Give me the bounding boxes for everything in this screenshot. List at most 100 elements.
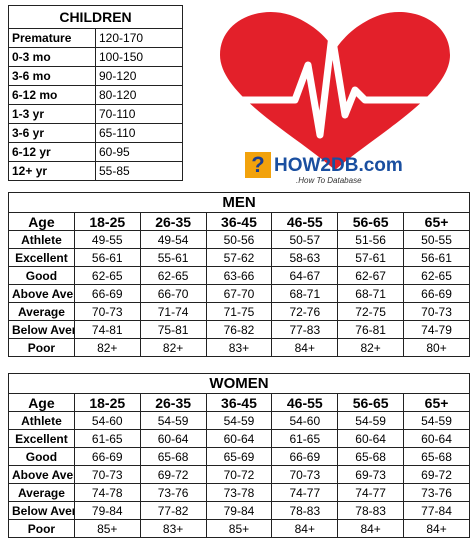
heart-rate: 66-69 xyxy=(73,284,141,303)
heart-rate: 56-61 xyxy=(403,248,470,267)
heart-rate: 63-66 xyxy=(205,266,273,285)
heart-rate: 84+ xyxy=(403,519,470,538)
row: 1-3 yr 70-110 xyxy=(8,104,183,124)
logo-name: HOW2DB.com xyxy=(274,155,403,176)
row-label: Average xyxy=(8,302,75,321)
row: 3-6 yr 65-110 xyxy=(8,123,183,143)
heart-rate: 77-82 xyxy=(139,501,207,520)
heart-rate: 65-68 xyxy=(337,447,405,466)
age-group: 26-35 xyxy=(139,212,207,231)
heart-rate: 74-77 xyxy=(337,483,405,502)
header-label: Age xyxy=(8,212,75,231)
heart-rate: 60-64 xyxy=(403,429,470,448)
heart-rate: 62-65 xyxy=(403,266,470,285)
heart-rate: 60-64 xyxy=(139,429,207,448)
heart-rate: 84+ xyxy=(271,519,339,538)
row-label: Below Average xyxy=(8,320,75,339)
heart-rate: 74-81 xyxy=(73,320,141,339)
heart-rate: 100-150 xyxy=(95,47,183,67)
heart-rate: 70-72 xyxy=(205,465,273,484)
row-label: Average xyxy=(8,483,75,502)
age-group: 36-45 xyxy=(205,393,273,412)
heart-rate: 54-59 xyxy=(205,411,273,430)
row-label: Good xyxy=(8,266,75,285)
row-label: 6-12 mo xyxy=(8,85,96,105)
heart-rate: 69-72 xyxy=(403,465,470,484)
heart-rate: 67-70 xyxy=(205,284,273,303)
heart-rate: 85+ xyxy=(205,519,273,538)
row-label: Athlete xyxy=(8,230,75,249)
row: Below Average74-8175-8176-8277-8376-8174… xyxy=(8,320,470,339)
table-title: CHILDREN xyxy=(8,5,183,29)
row: WOMEN xyxy=(8,373,470,394)
row: Average 70-73 71-74 71-75 72-76 72-75 70-73 xyxy=(8,302,470,321)
age-group: 46-55 xyxy=(271,393,339,412)
row: Excellent 61-65 60-64 60-64 61-65 60-64 60-64 xyxy=(8,429,470,448)
heart-rate: 69-72 xyxy=(139,465,207,484)
row-label: 1-3 yr xyxy=(8,104,96,124)
heart-rate: 65-68 xyxy=(139,447,207,466)
heart-rate: 80-120 xyxy=(95,85,183,105)
age-group: 18-25 xyxy=(73,212,141,231)
row-label: Below Average xyxy=(8,501,75,520)
heart-rate: 120-170 xyxy=(95,28,183,48)
row: MEN xyxy=(8,192,470,213)
heart-rate: 54-59 xyxy=(403,411,470,430)
row: Age 18-25 26-35 36-45 46-55 56-65 65+ xyxy=(8,212,470,231)
ecg-line xyxy=(200,31,470,139)
row-label: Poor xyxy=(8,338,75,357)
row: Poor 85+ 83+ 85+ 84+ 84+ 84+ xyxy=(8,519,470,538)
heart-rate: 50-56 xyxy=(205,230,273,249)
heart-rate: 72-75 xyxy=(337,302,405,321)
row: Above Average66-6966-7067-7068-7168-7166… xyxy=(8,284,470,303)
row: Athlete 54-60 54-59 54-59 54-60 54-59 54-59 xyxy=(8,411,470,430)
heart-rate: 61-65 xyxy=(73,429,141,448)
heart-rate: 50-57 xyxy=(271,230,339,249)
heart-rate: 66-69 xyxy=(271,447,339,466)
heart-rate: 80+ xyxy=(403,338,470,357)
heart-rate: 72-76 xyxy=(271,302,339,321)
heart-rate: 50-55 xyxy=(403,230,470,249)
heart-rate: 76-81 xyxy=(337,320,405,339)
row-label: Excellent xyxy=(8,248,75,267)
heart-rate: 65-110 xyxy=(95,123,183,143)
heart-rate: 70-73 xyxy=(403,302,470,321)
row-label: 12+ yr xyxy=(8,161,96,181)
heart-rate: 49-54 xyxy=(139,230,207,249)
heart-rate: 57-62 xyxy=(205,248,273,267)
heart-rate: 70-110 xyxy=(95,104,183,124)
heart-rate: 68-71 xyxy=(271,284,339,303)
heart-rate: 70-73 xyxy=(73,302,141,321)
heart-rate: 62-65 xyxy=(73,266,141,285)
heart-rate: 60-95 xyxy=(95,142,183,162)
women-table: WOMEN Age 18-25 26-35 36-45 46-55 56-65 65+ Athl… xyxy=(8,373,470,538)
heart-rate: 54-59 xyxy=(139,411,207,430)
heart-rate: 82+ xyxy=(73,338,141,357)
table-title: MEN xyxy=(8,192,470,213)
heart-rate: 66-69 xyxy=(403,284,470,303)
age-group: 56-65 xyxy=(337,212,405,231)
row: 0-3 mo 100-150 xyxy=(8,47,183,67)
heart-rate: 82+ xyxy=(139,338,207,357)
logo-icon xyxy=(245,152,271,178)
heart-rate: 54-60 xyxy=(271,411,339,430)
heart-rate: 84+ xyxy=(271,338,339,357)
heart-rate: 65-68 xyxy=(403,447,470,466)
row-label: Athlete xyxy=(8,411,75,430)
heart-rate: 49-55 xyxy=(73,230,141,249)
age-group: 65+ xyxy=(403,393,470,412)
heart-rate: 68-71 xyxy=(337,284,405,303)
row-label: 6-12 yr xyxy=(8,142,96,162)
heart-rate: 64-67 xyxy=(271,266,339,285)
heart-rate: 79-84 xyxy=(73,501,141,520)
heart-rate: 61-65 xyxy=(271,429,339,448)
heart-rate: 73-76 xyxy=(139,483,207,502)
row: 6-12 mo 80-120 xyxy=(8,85,183,105)
heart-rate: 55-85 xyxy=(95,161,183,181)
heart-rate: 77-83 xyxy=(271,320,339,339)
heart-rate: 73-78 xyxy=(205,483,273,502)
heart-rate: 70-73 xyxy=(271,465,339,484)
logo-tagline: .How To Database xyxy=(296,176,362,185)
row-label: 3-6 mo xyxy=(8,66,96,86)
logo-icon-mark: ? xyxy=(251,152,264,177)
